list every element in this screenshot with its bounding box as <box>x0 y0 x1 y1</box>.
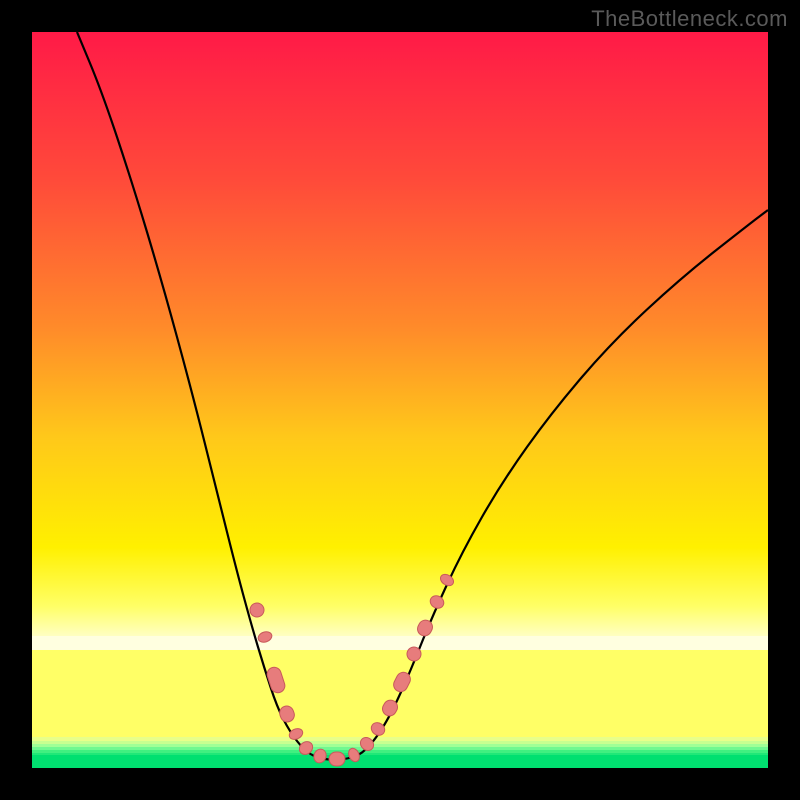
curve-markers <box>248 572 456 766</box>
curve-marker <box>257 630 273 644</box>
curve-marker <box>312 747 328 764</box>
bottleneck-curve <box>77 32 768 760</box>
chart-curves-layer <box>32 32 768 768</box>
curve-marker <box>438 572 455 588</box>
curve-marker <box>358 735 376 753</box>
curve-marker <box>288 727 305 742</box>
curve-marker <box>428 593 446 610</box>
curve-marker <box>329 752 345 766</box>
watermark-text: TheBottleneck.com <box>591 6 788 32</box>
curve-marker <box>278 704 297 724</box>
curve-marker <box>347 747 362 764</box>
chart-plot-area <box>32 32 768 768</box>
curve-marker <box>248 601 266 619</box>
curve-marker <box>265 665 286 694</box>
